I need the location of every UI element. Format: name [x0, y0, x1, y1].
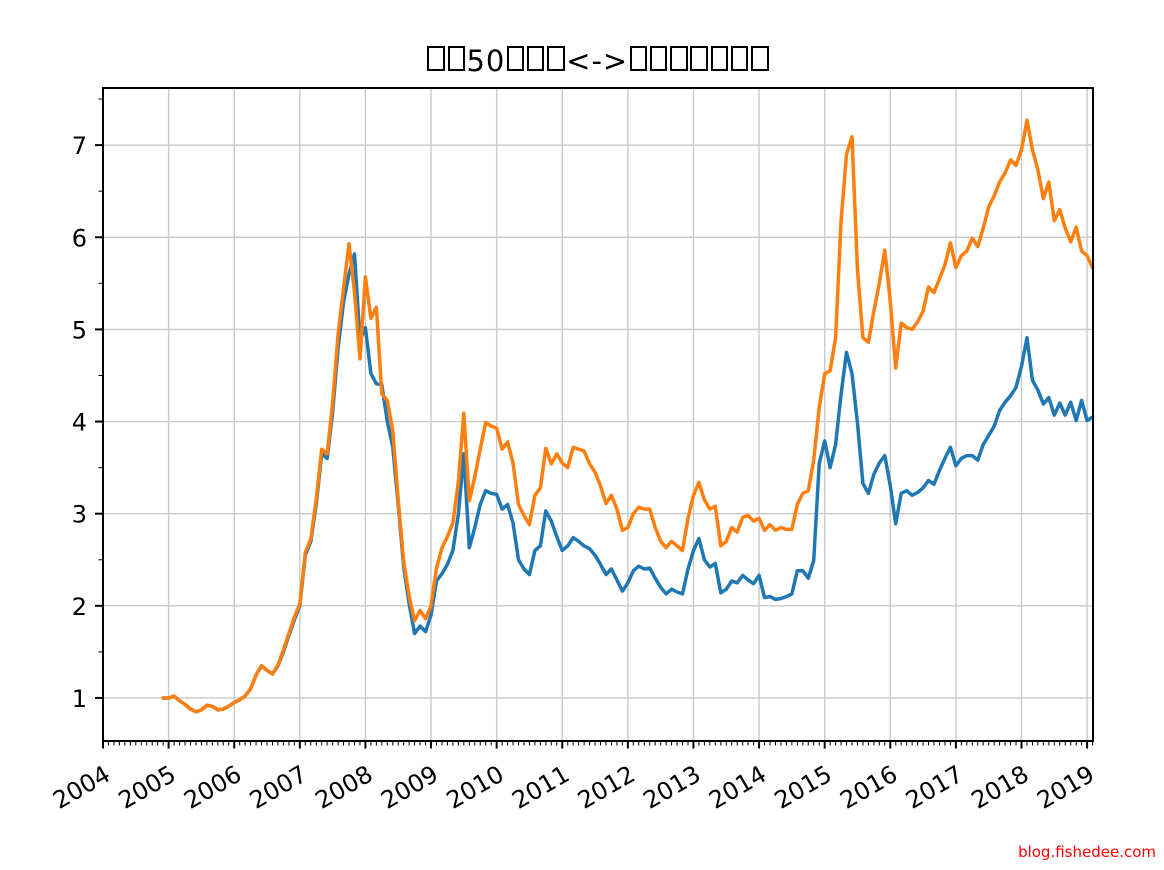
- missing-glyph-box: [649, 46, 668, 71]
- y-tick-label: 5: [72, 316, 87, 344]
- missing-glyph-box: [427, 46, 445, 71]
- x-tick-label: 2016: [835, 760, 902, 815]
- x-tick-label: 2019: [1032, 760, 1099, 815]
- y-tick-label: 7: [72, 132, 87, 160]
- chart-title: 50 <->: [103, 44, 1093, 78]
- y-tick-label: 1: [72, 685, 87, 713]
- x-tick-label: 2018: [967, 760, 1034, 815]
- missing-glyph-box: [751, 46, 769, 71]
- x-tick-label: 2011: [507, 760, 574, 815]
- y-tick-label: 2: [72, 593, 87, 621]
- x-tick-label: 2012: [573, 760, 640, 815]
- plot-frame: [102, 87, 1094, 742]
- missing-glyph-box: [506, 46, 525, 71]
- missing-glyph-box: [690, 46, 708, 71]
- y-tick-label: 4: [72, 409, 87, 437]
- x-tick-label: 2014: [704, 760, 771, 815]
- y-axis-labels: 1 2 3 4 5 6 7: [72, 132, 87, 713]
- x-tick-label: 2010: [442, 760, 509, 815]
- grid: [102, 88, 1093, 741]
- x-tick-label: 2008: [311, 760, 378, 815]
- missing-glyph-box: [527, 46, 545, 71]
- y-tick-label: 6: [72, 224, 87, 252]
- x-tick-label: 2006: [179, 760, 246, 815]
- x-tick-label: 2007: [245, 760, 312, 815]
- missing-glyph-box: [629, 46, 648, 71]
- x-tick-label: 2004: [48, 760, 115, 815]
- x-tick-label: 2013: [639, 760, 706, 815]
- y-tick-label: 3: [72, 501, 87, 529]
- missing-glyph-box: [547, 46, 565, 71]
- x-tick-label: 2005: [114, 760, 181, 815]
- x-tick-label: 2009: [376, 760, 443, 815]
- series-line-orange: [161, 118, 1095, 714]
- missing-glyph-box: [731, 46, 749, 71]
- missing-glyph-box: [710, 46, 729, 71]
- x-axis-labels: 2004200520062007200820092010201120122013…: [48, 760, 1099, 815]
- axis-ticks: [95, 98, 1094, 749]
- missing-glyph-box: [447, 46, 465, 71]
- missing-glyph-box: [670, 46, 688, 71]
- x-tick-label: 2015: [770, 760, 837, 815]
- x-tick-label: 2017: [901, 760, 968, 815]
- watermark-link[interactable]: blog.fishedee.com: [1018, 843, 1156, 861]
